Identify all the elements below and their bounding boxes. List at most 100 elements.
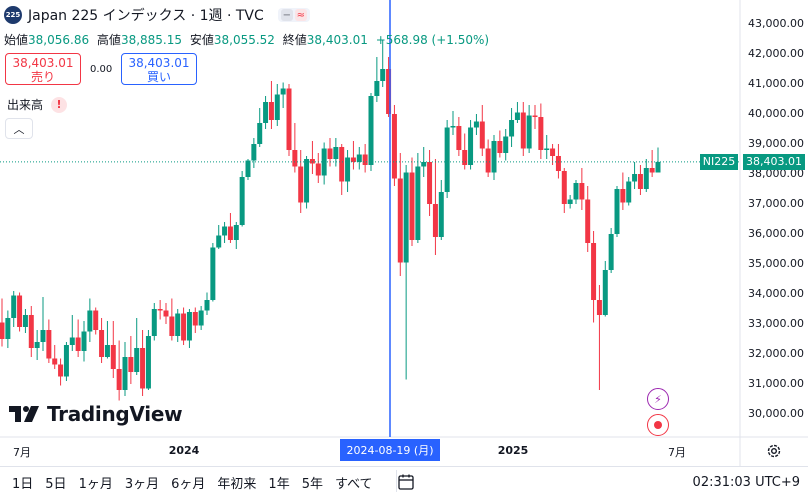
settings-gear-icon[interactable] [766,443,782,459]
candle-body [550,148,556,156]
candle-body [46,330,52,359]
y-tick-label: 41,000.00 [748,77,804,90]
candle-body [608,234,614,270]
candle-body [192,312,198,326]
clock-time[interactable]: 02:31:03 UTC+9 [692,475,800,490]
symbol-title[interactable]: Japan 225 インデックス · 1週 · TVC [28,8,264,24]
buy-price: 38,403.01 [128,56,190,70]
y-tick-label: 39,000.00 [748,137,804,150]
candle-body [0,322,5,339]
lightning-icon[interactable]: ⚡ [647,388,669,410]
price-chart[interactable] [0,0,808,466]
close-label: 終値 [282,33,307,47]
buy-button[interactable]: 38,403.01 買い [121,53,197,85]
minus-icon[interactable]: − [280,9,293,21]
candle-body [216,235,222,248]
range-5d-button[interactable]: 5日 [45,476,67,492]
candle-body [403,172,409,263]
candle-body [538,117,544,150]
candle-body [40,330,46,342]
range-3m-button[interactable]: 3ヶ月 [124,476,160,492]
symbol-badge-icon[interactable]: 225 [4,6,22,24]
volume-row: 出来高 ! [7,96,68,113]
candle-body [134,348,140,372]
candle-body [444,127,450,192]
record-icon[interactable] [647,414,669,436]
high-label: 高値 [96,33,121,47]
candle-body [169,316,175,336]
candle-body [450,126,456,128]
candle-body [585,199,591,243]
candle-body [561,171,567,204]
candle-body [438,192,444,237]
candle-body [233,225,239,240]
candle-body [409,172,415,240]
y-tick-label: 33,000.00 [748,317,804,330]
symbol-price-tag: NI225 [700,153,738,170]
range-6m-button[interactable]: 6ヶ月 [171,476,206,492]
candle-body [350,157,356,162]
candle-body [58,364,64,377]
range-ytd-button[interactable]: 年初来 [217,476,257,492]
candle-body [93,310,99,330]
candle-body [17,295,23,327]
candle-body [204,300,210,311]
candle-body [5,318,11,339]
candle-body [11,295,17,318]
candle-body [251,144,257,161]
candle-body [596,300,602,315]
y-tick-label: 37,000.00 [748,197,804,210]
range-1m-button[interactable]: 1ヶ月 [78,476,113,492]
candle-body [485,148,491,173]
candle-body [186,312,192,341]
y-tick-label: 31,000.00 [748,377,804,390]
sell-button[interactable]: 38,403.01 売り [5,53,81,85]
candle-body [99,330,105,357]
candle-body [63,345,69,377]
candle-body [427,162,433,204]
y-tick-label: 35,000.00 [748,257,804,270]
candle-body [304,159,310,203]
candle-body [432,204,438,237]
candle-body [163,310,169,317]
warning-icon[interactable]: ! [51,96,68,113]
candle-body [473,121,479,128]
range-1d-button[interactable]: 1日 [12,476,34,492]
range-1y-button[interactable]: 1年 [268,476,290,492]
candle-body [356,154,362,162]
last-price-tag: 38,403.01 [743,153,805,170]
wave-icon[interactable]: ≈ [294,9,307,21]
candle-body [415,166,421,240]
candle-body [210,247,216,300]
candle-body [637,174,643,189]
candle-body [544,148,550,150]
candle-body [514,112,520,120]
candle-body [497,141,503,153]
candle-body [655,161,661,173]
candle-body [145,336,151,389]
candle-body [579,183,585,200]
change-value: +568.98 (+1.50%) [375,33,490,47]
range-5y-button[interactable]: 5年 [301,476,323,492]
calendar-range-icon[interactable] [397,474,416,490]
candle-body [327,148,333,159]
chart-toggle-pill[interactable]: − ≈ [277,8,310,22]
candle-body [116,369,122,390]
candle-body [298,166,304,203]
y-tick-label: 30,000.00 [748,407,804,420]
candle-body [104,345,110,357]
y-tick-label: 38,000.00 [748,167,804,180]
range-all-button[interactable]: すべて [334,476,373,492]
open-value: 38,056.86 [28,33,90,47]
volume-label[interactable]: 出来高 [7,98,44,112]
collapse-chevron-up-icon[interactable]: ︿ [5,118,33,139]
buy-label: 買い [146,70,171,84]
candle-body [292,150,298,167]
candle-body [555,156,561,171]
candle-body [87,310,93,332]
y-tick-label: 32,000.00 [748,347,804,360]
tradingview-logo[interactable]: TradingView [9,402,183,426]
candle-body [462,150,468,165]
candle-body [503,136,509,153]
candle-body [397,178,403,263]
